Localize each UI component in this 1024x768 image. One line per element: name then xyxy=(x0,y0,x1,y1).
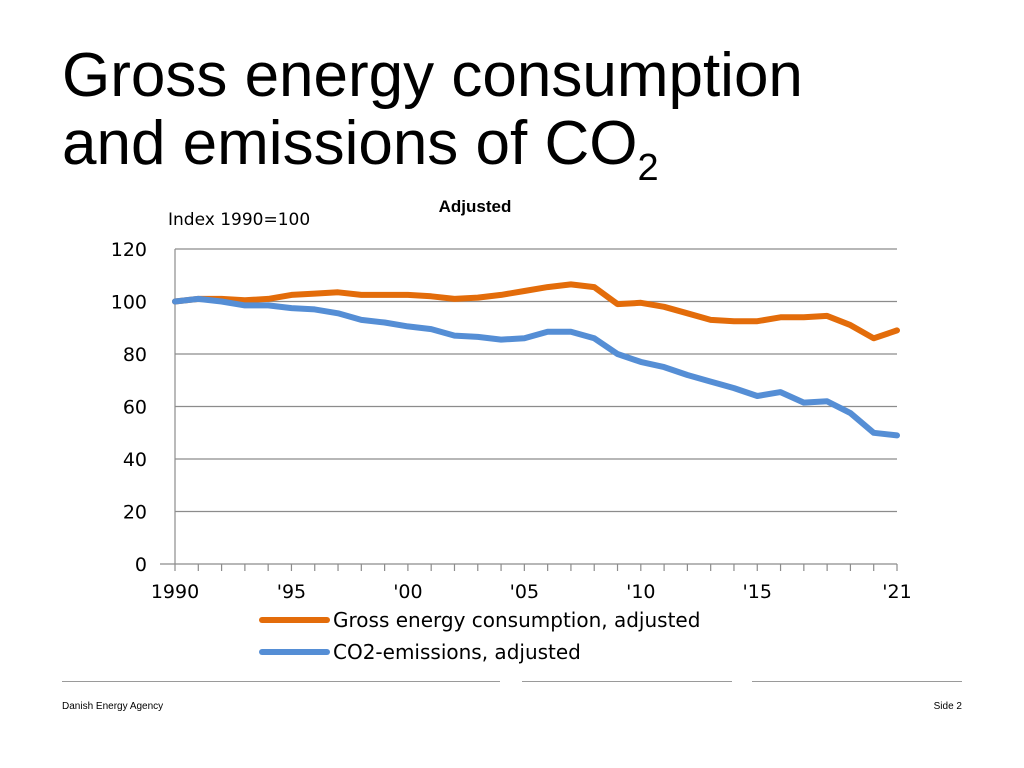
x-tick-label-95: '95 xyxy=(277,581,306,603)
footer-divider-right xyxy=(752,681,962,682)
y-axis-label: Index 1990=100 xyxy=(168,210,310,230)
title-line-2: and emissions of CO xyxy=(62,109,638,178)
series-line-co2-emissions xyxy=(172,295,900,439)
footer-organization: Danish Energy Agency xyxy=(62,701,164,712)
y-tick-label-80: 80 xyxy=(123,344,147,366)
footer-divider-middle xyxy=(522,681,732,682)
x-tick-label-00: '00 xyxy=(393,581,422,603)
x-tick-label-15: '15 xyxy=(743,581,772,603)
chart-title: Adjusted xyxy=(439,197,512,216)
title-subscript: 2 xyxy=(637,147,659,189)
x-tick-label-21: '21 xyxy=(882,581,911,603)
x-tick-labels: 1990 '95 '00 '05 '10 '15 '21 xyxy=(151,581,912,603)
y-tick-label-0: 0 xyxy=(135,554,147,576)
y-tick-label-40: 40 xyxy=(123,449,147,471)
legend: Gross energy consumption, adjusted CO2-em… xyxy=(259,608,700,664)
slide-title: Gross energy consumption and emissions of… xyxy=(62,41,803,188)
x-tick-label-10: '10 xyxy=(626,581,655,603)
series-lines xyxy=(172,281,900,439)
y-tick-labels: 0 20 40 60 80 100 120 xyxy=(111,239,147,576)
legend-label-gross-energy-consumption: Gross energy consumption, adjusted xyxy=(333,608,700,632)
footer-divider-left xyxy=(62,681,500,682)
y-tick-label-120: 120 xyxy=(111,239,147,261)
x-tick-label-1990: 1990 xyxy=(151,581,199,603)
line-chart: Adjusted Index 1990=100 020406080100120 … xyxy=(111,197,912,664)
series-line-gross-energy-consumption xyxy=(172,281,900,342)
legend-label-co2-emissions: CO2-emissions, adjusted xyxy=(333,640,581,664)
y-tick-label-20: 20 xyxy=(123,502,147,524)
x-tick-label-05: '05 xyxy=(510,581,539,603)
y-tick-label-60: 60 xyxy=(123,397,147,419)
footer-page-number: Side 2 xyxy=(933,701,962,712)
gridlines xyxy=(175,248,897,513)
title-line-1: Gross energy consumption xyxy=(62,41,803,110)
y-tick-label-100: 100 xyxy=(111,292,147,314)
